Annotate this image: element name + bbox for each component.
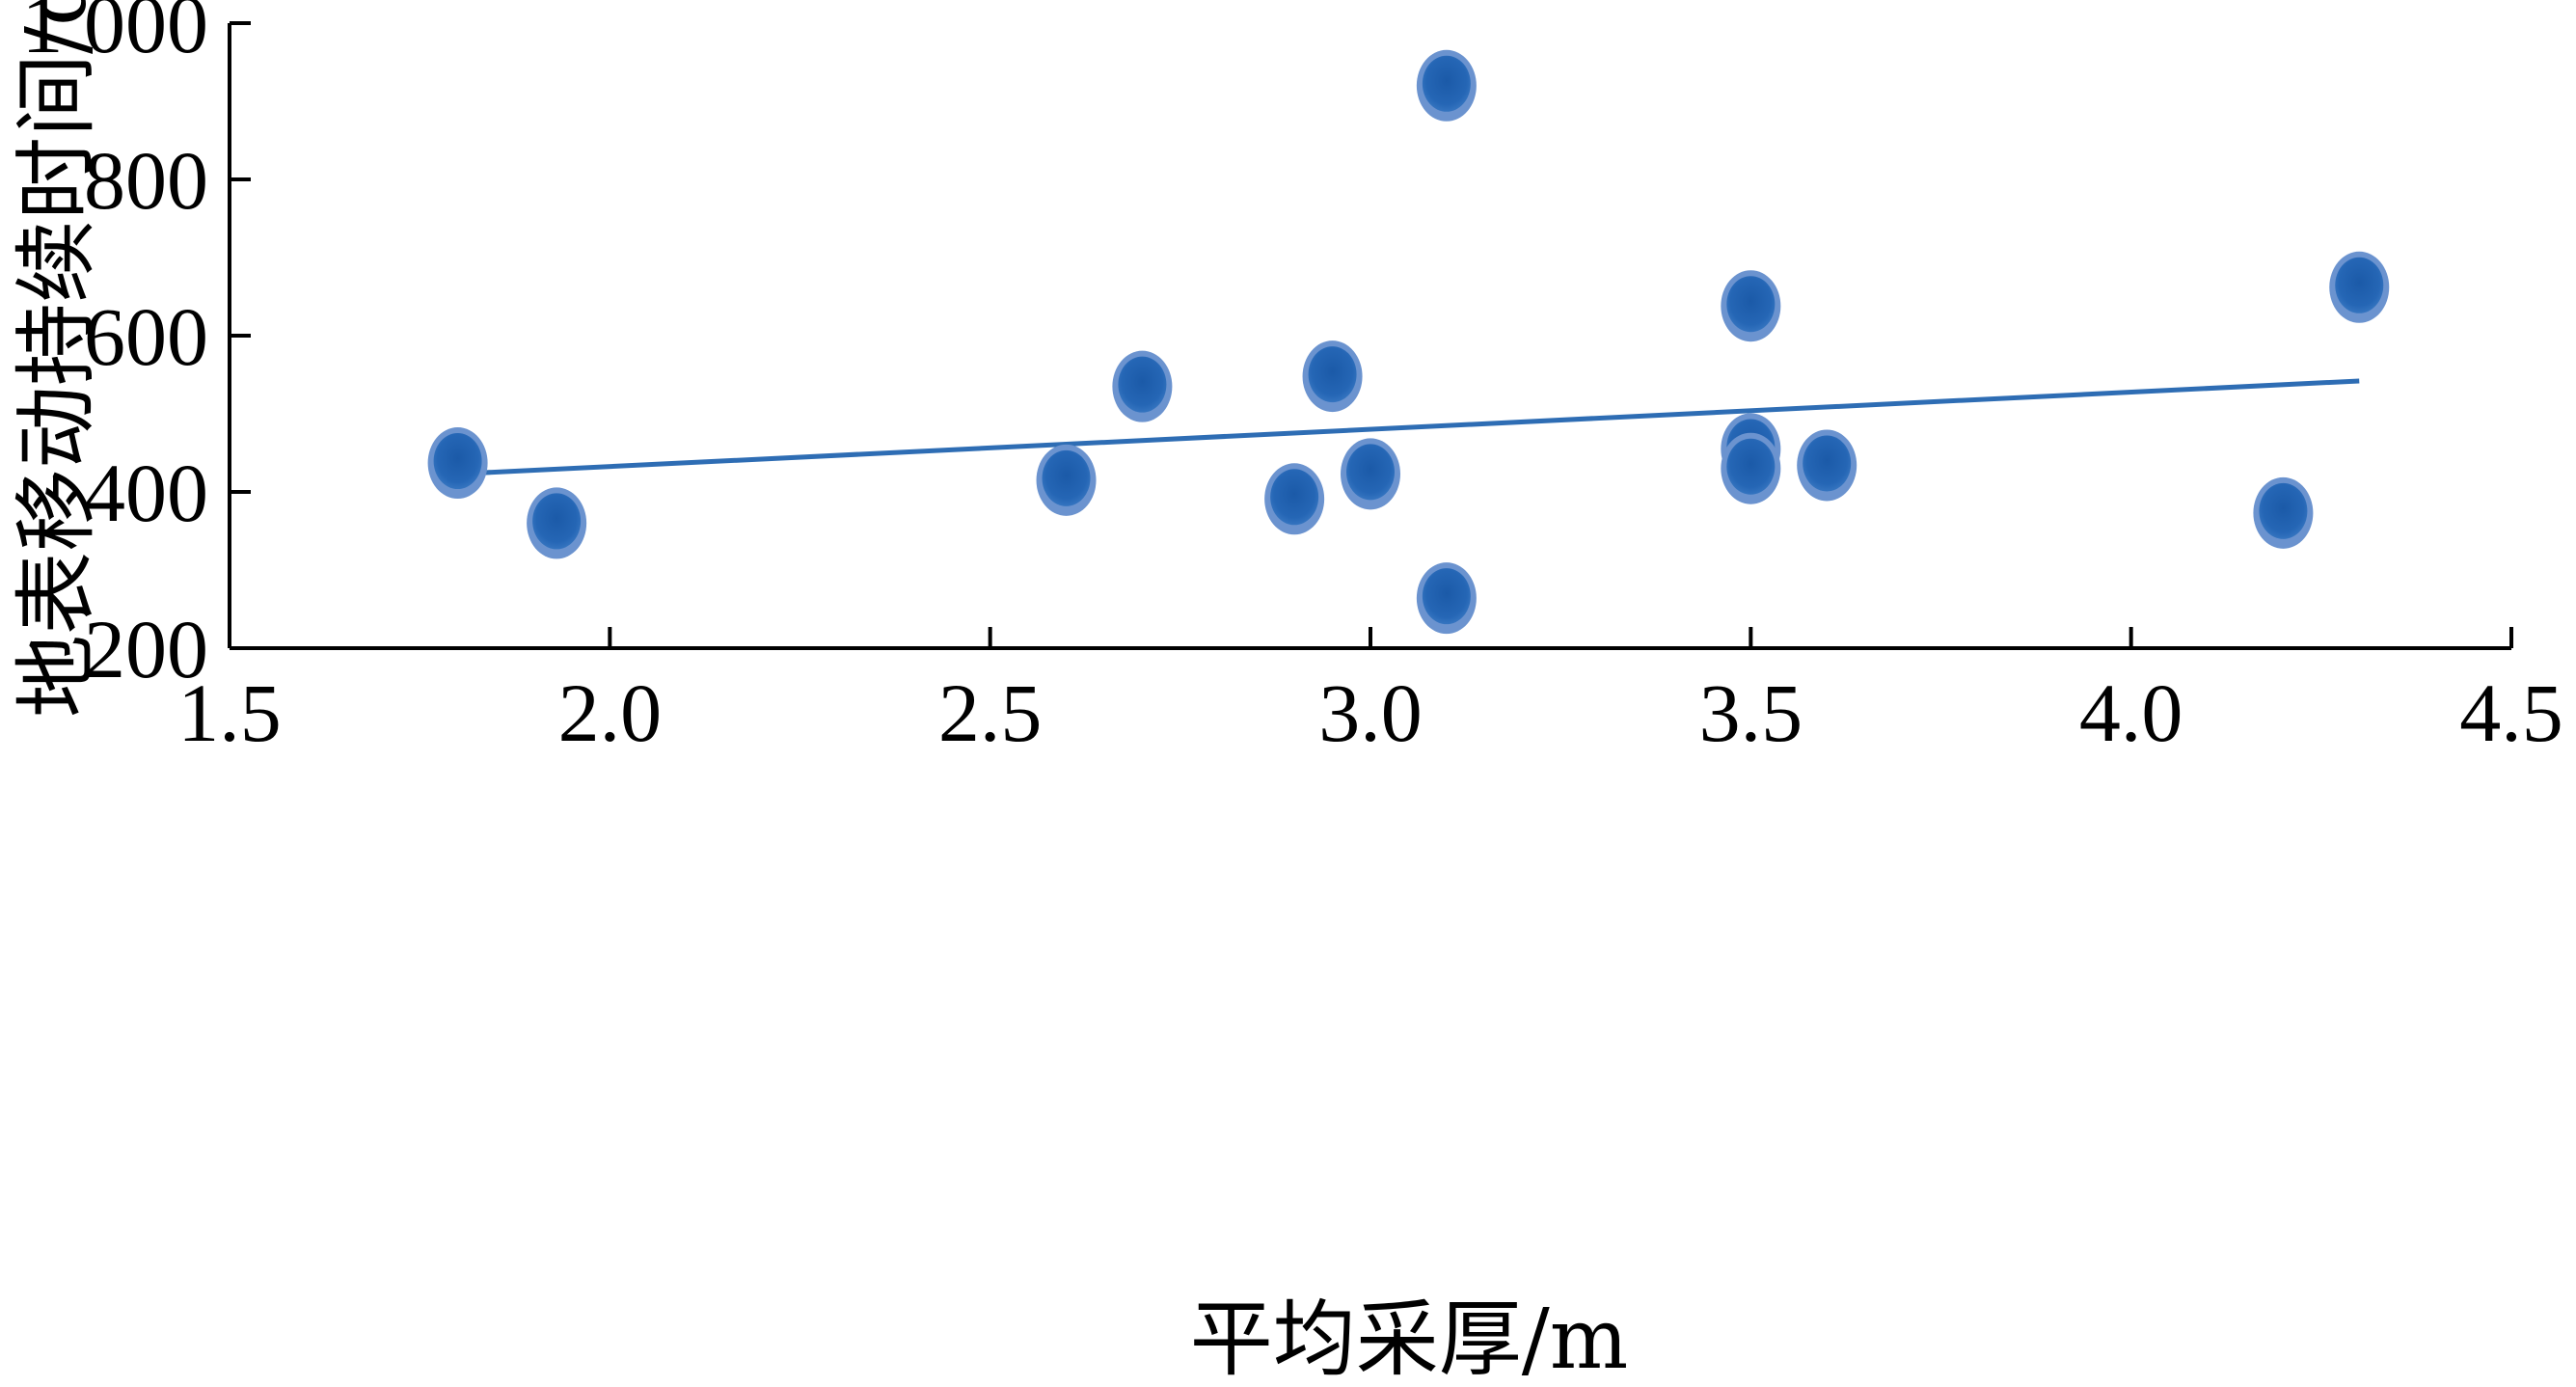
data-point [1416,562,1477,635]
trend-line [457,378,2360,476]
data-point [1797,429,1857,502]
x-axis-ticks: 1.5 2.0 2.5 3.0 3.5 4.0 4.5 [177,627,2563,759]
x-tick-label: 2.0 [558,666,663,759]
y-tick-label: 200 [84,603,208,695]
data-point [527,487,587,559]
data-point [1112,350,1173,422]
data-point [1416,49,1477,122]
y-tick-label: 600 [84,290,208,383]
data-point [1302,340,1363,413]
x-tick-label: 2.5 [938,666,1043,759]
y-axis-title: 地表移动持续时间/d [9,0,105,718]
x-tick-label: 4.0 [2079,666,2183,759]
data-point [1036,444,1097,516]
y-tick-label: 800 [84,134,208,227]
data-point [427,427,488,500]
x-tick-label: 3.5 [1699,666,1803,759]
plot-area: 200 400 600 800 1 000 1.5 2.0 2.5 3.0 3.5 4.0 4.5 [22,0,2563,759]
x-tick-label: 3.0 [1318,666,1423,759]
x-tick-label: 1.5 [177,666,282,759]
y-axis-ticks: 200 400 600 800 1 000 [22,0,251,695]
x-tick-label: 4.5 [2459,666,2563,759]
data-point [1721,270,1781,342]
data-point [1264,463,1325,535]
data-point [1721,432,1781,504]
data-point [1341,438,1400,510]
data-point [2329,251,2390,323]
y-tick-label: 1 000 [22,0,209,70]
x-axis-title: 平均采厚/m [1190,1292,1629,1387]
data-point [2253,476,2314,549]
y-tick-label: 400 [84,447,208,539]
data-points [427,49,2390,635]
